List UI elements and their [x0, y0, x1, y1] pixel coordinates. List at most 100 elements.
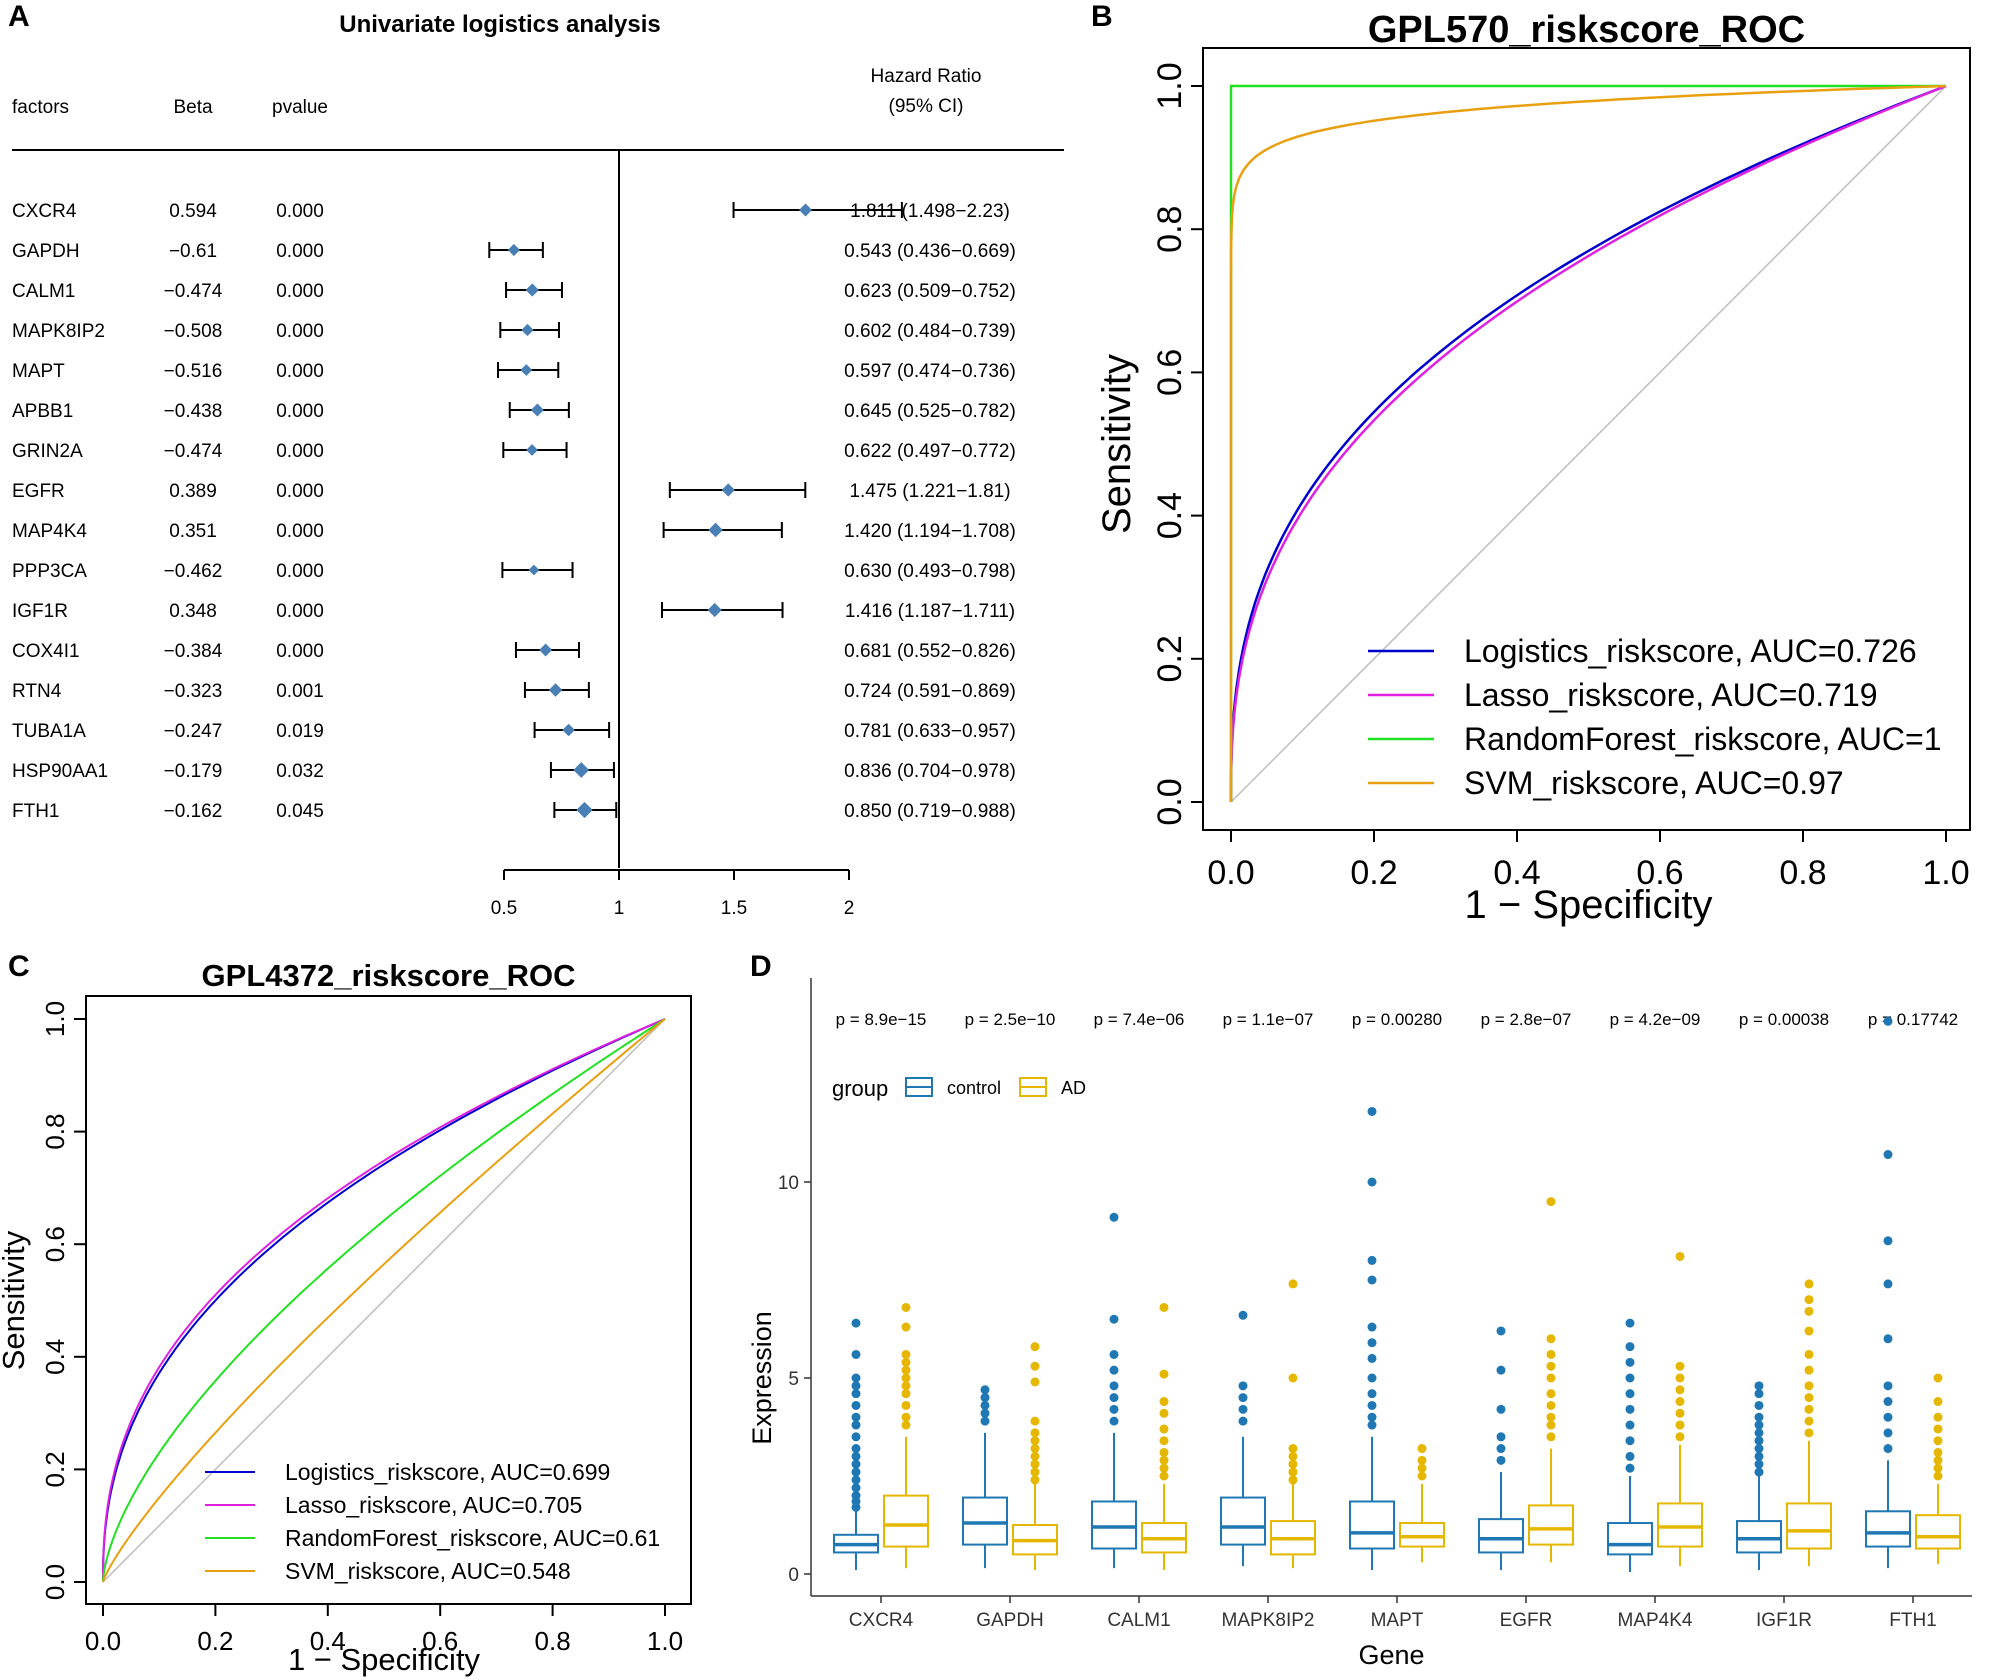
forest-row: CALM1 −0.474 0.000 0.623 (0.509−0.752)	[12, 281, 1016, 302]
box-outlier-point	[1754, 1444, 1764, 1454]
box-outlier-point	[1109, 1314, 1119, 1324]
box-pvalue-label: p = 0.00038	[1739, 1010, 1829, 1029]
box-legend-label: AD	[1061, 1078, 1086, 1098]
box-outlier-point	[1804, 1326, 1814, 1336]
forest-row: COX4I1 −0.384 0.000 0.681 (0.552−0.826)	[12, 641, 1016, 662]
forest-pvalue-value: 0.000	[276, 601, 324, 622]
roc-y-tick-label: 0.6	[1151, 349, 1189, 396]
forest-point-estimate	[526, 444, 538, 456]
roc-x-tick-label: 0.4	[310, 1626, 346, 1656]
box-gene-label: MAPK8IP2	[1222, 1610, 1315, 1631]
panel-b-roc-gpl570: B GPL570_riskscore_ROC 0.0 0.0 0.2 0.2 0.4 0.4…	[1091, 0, 1971, 927]
box-outlier-point	[1754, 1381, 1764, 1391]
box-outlier-point	[1625, 1463, 1635, 1473]
forest-beta-value: −0.384	[164, 641, 223, 662]
forest-beta-value: −0.508	[164, 321, 223, 342]
box-outlier-point	[1933, 1373, 1943, 1383]
box-outlier-point	[1367, 1389, 1377, 1399]
box-gene-label: FTH1	[1889, 1610, 1937, 1631]
panel-d-expression-boxplot: D 0 5 10 Expression Gene group control AD CXCR4 p…	[747, 950, 1972, 1670]
forest-row: CXCR4 0.594 0.000 1.811 (1.498−2.23)	[12, 201, 1010, 222]
box-outlier-point	[1417, 1471, 1427, 1481]
box-outlier-point	[1238, 1310, 1248, 1320]
box-iqr	[1915, 1514, 1961, 1550]
box-outlier-point	[1238, 1393, 1248, 1403]
forest-axis-tick-label: 2	[844, 898, 855, 919]
box-outlier-point	[1546, 1420, 1556, 1430]
roc-legend-label: Lasso_riskscore, AUC=0.719	[1464, 677, 1878, 713]
box-y-tick-label: 5	[788, 1369, 799, 1390]
box-outlier-point	[1109, 1349, 1119, 1359]
box-outlier-point	[1367, 1373, 1377, 1383]
forest-point-estimate	[562, 723, 575, 737]
box-control-mapt	[1349, 1106, 1395, 1571]
box-outlier-point	[1367, 1255, 1377, 1265]
forest-header-ci: (95% CI)	[889, 96, 964, 117]
box-ad-cxcr4	[883, 1302, 929, 1569]
forest-point-estimate	[528, 564, 540, 576]
box-gene-label: MAPT	[1371, 1610, 1424, 1631]
forest-row: GAPDH −0.61 0.000 0.543 (0.436−0.669)	[12, 241, 1016, 262]
box-outlier-point	[1625, 1451, 1635, 1461]
box-outlier-point	[1496, 1455, 1506, 1465]
forest-point-estimate	[576, 801, 593, 819]
box-outlier-point	[901, 1302, 911, 1312]
forest-header-beta: Beta	[173, 97, 213, 118]
box-iqr	[1399, 1522, 1445, 1548]
roc-legend-label: SVM_riskscore, AUC=0.97	[1464, 765, 1844, 801]
box-outlier-point	[1675, 1361, 1685, 1371]
box-outlier-point	[1933, 1471, 1943, 1481]
panel-label-b: B	[1091, 0, 1113, 33]
box-gene-label: MAP4K4	[1618, 1610, 1693, 1631]
box-outlier-point	[1675, 1373, 1685, 1383]
box-pvalue-label: p = 8.9e−15	[836, 1010, 927, 1029]
box-legend-title: group	[832, 1076, 888, 1101]
box-outlier-point	[1933, 1412, 1943, 1422]
box-outlier-point	[851, 1483, 861, 1493]
box-outlier-point	[1883, 1412, 1893, 1422]
box-outlier-point	[1933, 1397, 1943, 1407]
box-outlier-point	[1546, 1389, 1556, 1399]
box-control-egfr	[1478, 1326, 1524, 1571]
forest-axis-tick-label: 1	[614, 898, 625, 919]
box-iqr	[1091, 1500, 1137, 1550]
forest-factor-label: MAPT	[12, 361, 65, 382]
forest-point-estimate	[707, 602, 722, 618]
box-outlier-point	[1883, 1236, 1893, 1246]
box-outlier-point	[1109, 1212, 1119, 1222]
box-iqr	[1349, 1500, 1395, 1550]
box-outlier-point	[1933, 1447, 1943, 1457]
roc-y-axis-label: Sensitivity	[0, 1230, 31, 1370]
box-outlier-point	[1546, 1197, 1556, 1207]
box-control-gapdh	[962, 1385, 1008, 1569]
box-outlier-point	[1030, 1436, 1040, 1446]
roc-gpl570-plot: GPL570_riskscore_ROC 0.0 0.0 0.2 0.2 0.4 0.4 0.…	[1095, 9, 1971, 927]
box-iqr	[1607, 1522, 1653, 1556]
box-outlier-point	[1546, 1349, 1556, 1359]
box-outlier-point	[1754, 1451, 1764, 1461]
roc-gpl4372-plot: GPL4372_riskscore_ROC 0.0 0.0 0.2 0.2 0.4 0.4 0…	[0, 958, 692, 1677]
box-outlier-point	[851, 1400, 861, 1410]
box-outlier-point	[1159, 1436, 1169, 1446]
box-outlier-point	[1030, 1428, 1040, 1438]
forest-hr-text: 0.622 (0.497−0.772)	[844, 441, 1016, 462]
forest-beta-value: 0.348	[169, 601, 217, 622]
box-outlier-point	[1933, 1463, 1943, 1473]
box-outlier-point	[851, 1491, 861, 1501]
box-outlier-point	[1883, 1428, 1893, 1438]
box-control-mapk8ip2	[1220, 1310, 1266, 1567]
forest-hr-text: 1.420 (1.194−1.708)	[844, 521, 1016, 542]
box-outlier-point	[1030, 1475, 1040, 1485]
forest-pvalue-value: 0.000	[276, 441, 324, 462]
forest-row: TUBA1A −0.247 0.019 0.781 (0.633−0.957)	[12, 721, 1016, 742]
box-outlier-point	[1159, 1397, 1169, 1407]
forest-row: MAP4K4 0.351 0.000 1.420 (1.194−1.708)	[12, 521, 1016, 542]
forest-hr-text: 1.475 (1.221−1.81)	[849, 481, 1010, 502]
box-ad-egfr	[1528, 1197, 1574, 1563]
box-outlier-point	[1625, 1342, 1635, 1352]
box-outlier-point	[1883, 1397, 1893, 1407]
forest-pvalue-value: 0.000	[276, 201, 324, 222]
box-outlier-point	[1159, 1424, 1169, 1434]
box-outlier-point	[901, 1373, 911, 1383]
